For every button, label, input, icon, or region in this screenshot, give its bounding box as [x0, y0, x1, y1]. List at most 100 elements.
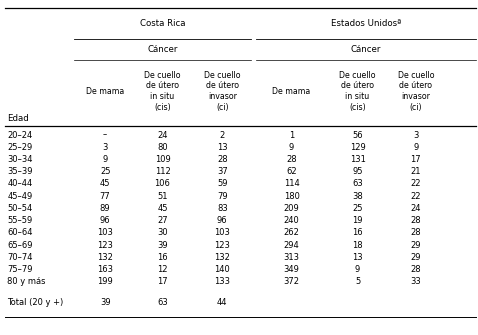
- Text: 29: 29: [411, 253, 421, 262]
- Text: 25: 25: [100, 167, 110, 176]
- Text: 25: 25: [352, 204, 363, 213]
- Text: 28: 28: [411, 265, 421, 274]
- Text: 65–69: 65–69: [7, 241, 33, 250]
- Text: 77: 77: [100, 192, 110, 201]
- Text: 33: 33: [411, 277, 421, 286]
- Text: 1: 1: [289, 131, 294, 140]
- Text: 103: 103: [214, 228, 230, 238]
- Text: 63: 63: [352, 180, 363, 189]
- Text: Estados Unidosª: Estados Unidosª: [331, 19, 401, 28]
- Text: 62: 62: [286, 167, 297, 176]
- Text: 132: 132: [214, 253, 230, 262]
- Text: Cáncer: Cáncer: [147, 45, 178, 54]
- Text: 9: 9: [355, 265, 360, 274]
- Text: 3: 3: [102, 143, 108, 152]
- Text: 39: 39: [100, 298, 110, 307]
- Text: 2: 2: [220, 131, 225, 140]
- Text: 132: 132: [97, 253, 113, 262]
- Text: 45–49: 45–49: [7, 192, 33, 201]
- Text: 75–79: 75–79: [7, 265, 33, 274]
- Text: 9: 9: [289, 143, 294, 152]
- Text: 28: 28: [286, 155, 297, 164]
- Text: 131: 131: [349, 155, 366, 164]
- Text: 40–44: 40–44: [7, 180, 33, 189]
- Text: 19: 19: [352, 216, 363, 225]
- Text: De cuello
de útero
invasor
(ci): De cuello de útero invasor (ci): [398, 71, 434, 112]
- Text: De cuello
de útero
invasor
(ci): De cuello de útero invasor (ci): [204, 71, 240, 112]
- Text: 29: 29: [411, 241, 421, 250]
- Text: 22: 22: [411, 180, 421, 189]
- Text: 37: 37: [217, 167, 228, 176]
- Text: Costa Rica: Costa Rica: [140, 19, 185, 28]
- Text: 28: 28: [217, 155, 228, 164]
- Text: 16: 16: [352, 228, 363, 238]
- Text: 79: 79: [217, 192, 228, 201]
- Text: Edad: Edad: [7, 114, 29, 123]
- Text: 3: 3: [413, 131, 419, 140]
- Text: Cáncer: Cáncer: [350, 45, 381, 54]
- Text: De mama: De mama: [272, 87, 311, 96]
- Text: 50–54: 50–54: [7, 204, 33, 213]
- Text: De cuello
de útero
in situ
(cis): De cuello de útero in situ (cis): [339, 71, 376, 112]
- Text: 163: 163: [97, 265, 113, 274]
- Text: 70–74: 70–74: [7, 253, 33, 262]
- Text: 28: 28: [411, 228, 421, 238]
- Text: De mama: De mama: [86, 87, 124, 96]
- Text: 30: 30: [157, 228, 168, 238]
- Text: 44: 44: [217, 298, 228, 307]
- Text: 103: 103: [97, 228, 113, 238]
- Text: 112: 112: [155, 167, 170, 176]
- Text: 59: 59: [217, 180, 228, 189]
- Text: 45: 45: [157, 204, 168, 213]
- Text: 133: 133: [214, 277, 230, 286]
- Text: 123: 123: [214, 241, 230, 250]
- Text: 17: 17: [411, 155, 421, 164]
- Text: 13: 13: [217, 143, 228, 152]
- Text: 24: 24: [157, 131, 168, 140]
- Text: 123: 123: [97, 241, 113, 250]
- Text: 140: 140: [215, 265, 230, 274]
- Text: 51: 51: [157, 192, 168, 201]
- Text: 38: 38: [352, 192, 363, 201]
- Text: 30–34: 30–34: [7, 155, 33, 164]
- Text: 199: 199: [98, 277, 113, 286]
- Text: 13: 13: [352, 253, 363, 262]
- Text: 28: 28: [411, 216, 421, 225]
- Text: 35–39: 35–39: [7, 167, 33, 176]
- Text: 56: 56: [352, 131, 363, 140]
- Text: 45: 45: [100, 180, 110, 189]
- Text: 9: 9: [413, 143, 418, 152]
- Text: 349: 349: [283, 265, 300, 274]
- Text: 12: 12: [157, 265, 168, 274]
- Text: 16: 16: [157, 253, 168, 262]
- Text: 106: 106: [154, 180, 171, 189]
- Text: 24: 24: [411, 204, 421, 213]
- Text: 80 y más: 80 y más: [7, 277, 46, 286]
- Text: 25–29: 25–29: [7, 143, 33, 152]
- Text: 262: 262: [283, 228, 300, 238]
- Text: Total (20 y +): Total (20 y +): [7, 298, 64, 307]
- Text: –: –: [103, 131, 107, 140]
- Text: 60–64: 60–64: [7, 228, 33, 238]
- Text: 180: 180: [283, 192, 300, 201]
- Text: 89: 89: [100, 204, 110, 213]
- Text: 80: 80: [157, 143, 168, 152]
- Text: 55–59: 55–59: [7, 216, 33, 225]
- Text: De cuello
de útero
in situ
(cis): De cuello de útero in situ (cis): [144, 71, 181, 112]
- Text: 83: 83: [217, 204, 228, 213]
- Text: 209: 209: [284, 204, 299, 213]
- Text: 18: 18: [352, 241, 363, 250]
- Text: 294: 294: [284, 241, 299, 250]
- Text: 240: 240: [284, 216, 299, 225]
- Text: 372: 372: [283, 277, 300, 286]
- Text: 27: 27: [157, 216, 168, 225]
- Text: 39: 39: [157, 241, 168, 250]
- Text: 63: 63: [157, 298, 168, 307]
- Text: 95: 95: [352, 167, 363, 176]
- Text: 21: 21: [411, 167, 421, 176]
- Text: 96: 96: [100, 216, 110, 225]
- Text: 5: 5: [355, 277, 360, 286]
- Text: 109: 109: [155, 155, 170, 164]
- Text: 313: 313: [283, 253, 300, 262]
- Text: 114: 114: [284, 180, 299, 189]
